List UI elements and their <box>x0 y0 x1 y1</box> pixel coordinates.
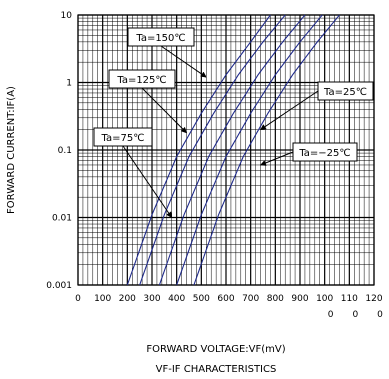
x-tick-label: 300 <box>143 294 160 304</box>
x-tick-label: 700 <box>242 294 259 304</box>
series-line-1 <box>139 14 286 286</box>
x-tick-label: 400 <box>168 294 185 304</box>
x-tick-label: 120 <box>365 294 382 304</box>
annotation-arrow <box>260 90 319 131</box>
x-tick-label: 100 <box>316 294 333 304</box>
annotation-label: Ta=75℃ <box>101 133 145 144</box>
x-tick-label: 200 <box>119 294 136 304</box>
annotation-arrow <box>122 145 173 218</box>
annotation-box <box>93 127 153 147</box>
x-tick-label-line2: 0 <box>352 310 358 320</box>
y-tick-label: 0.01 <box>52 214 72 224</box>
annotation-box <box>292 142 358 162</box>
y-tick-labels: 0.001 0.01 0.1 1 10 <box>46 11 72 291</box>
y-tick-label: 10 <box>61 11 73 21</box>
grid-layer <box>77 14 375 286</box>
x-tick-label-line2: 0 <box>377 310 383 320</box>
y-tick-label: 1 <box>66 79 72 89</box>
x-tick-label: 0 <box>75 294 81 304</box>
annotation-label: Ta=125℃ <box>116 75 166 86</box>
series-line-0 <box>126 14 271 286</box>
annotations-layer: Ta=150℃ Ta=125℃ Ta=75℃ Ta=25℃ Ta=−25℃ <box>93 27 374 218</box>
annotation-arrow <box>259 151 294 166</box>
x-tick-label-line2: 0 <box>328 310 334 320</box>
annotation-label: Ta=25℃ <box>323 87 367 98</box>
series-line-2 <box>158 14 306 286</box>
annotation-arrow <box>160 45 207 78</box>
x-axis-title: FORWARD VOLTAGE:VF(mV) <box>146 344 285 355</box>
annotation-box <box>108 69 176 89</box>
y-tick-label: 0.1 <box>58 146 72 156</box>
y-tick-label: 0.001 <box>46 281 72 291</box>
x-tick-label: 800 <box>267 294 284 304</box>
annotation-arrow <box>141 87 187 134</box>
annotation-label: Ta=−25℃ <box>298 148 350 159</box>
annotation-label: Ta=150℃ <box>135 33 185 44</box>
annotation-box <box>317 81 374 101</box>
x-tick-label: 600 <box>217 294 234 304</box>
annotation-box <box>127 27 195 47</box>
x-tick-label: 900 <box>291 294 308 304</box>
x-tick-label: 100 <box>94 294 111 304</box>
y-axis-title: FORWARD CURRENT:IF(A) <box>6 86 17 214</box>
x-tick-label: 110 <box>341 294 358 304</box>
series-line-3 <box>176 14 323 286</box>
series-line-4 <box>193 14 340 286</box>
chart-caption: VF-IF CHARACTERISTICS <box>156 364 277 375</box>
curves-layer <box>126 14 340 286</box>
x-tick-label: 500 <box>193 294 210 304</box>
